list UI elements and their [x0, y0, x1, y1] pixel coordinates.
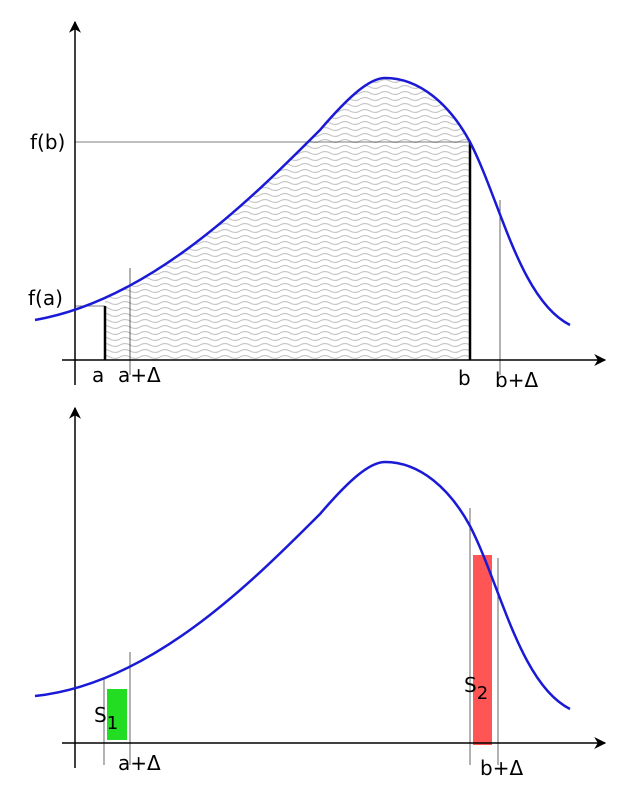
label-a: a — [92, 363, 104, 387]
label-b-delta: b+Δ — [495, 368, 538, 392]
bottom-panel: S1 a+Δ S2 b+Δ — [34, 406, 607, 780]
label-fb: f(b) — [30, 130, 65, 154]
s1-main: S — [94, 703, 107, 727]
curve — [34, 460, 571, 711]
s2-sub: 2 — [477, 683, 488, 704]
s2-main: S — [464, 673, 477, 697]
label-a-delta: a+Δ — [118, 363, 161, 387]
s1-sub: 1 — [107, 713, 118, 734]
curve — [34, 76, 571, 327]
label-s1: S1 — [94, 703, 118, 734]
label-a-delta: a+Δ — [118, 751, 161, 775]
label-b: b — [458, 366, 471, 390]
label-b-delta: b+Δ — [480, 756, 523, 780]
label-fa: f(a) — [28, 286, 63, 310]
area-shading — [105, 78, 470, 360]
s2-rect — [473, 555, 492, 745]
label-s2: S2 — [464, 673, 488, 704]
s1-rect — [107, 689, 127, 740]
top-panel: f(b) f(a) a a+Δ b b+Δ — [28, 20, 607, 392]
